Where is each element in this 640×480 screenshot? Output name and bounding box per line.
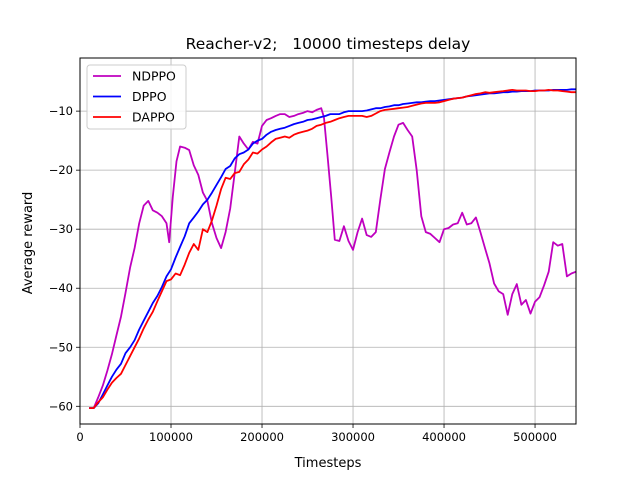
plot-frame: [79, 57, 577, 425]
y-axis-ticks: −60 −50 −40 −30 −20 −10: [49, 104, 80, 413]
y-tick-label: −10: [49, 104, 73, 118]
legend-box: [86, 64, 187, 130]
x-axis-ticks: 0 100000 200000 300000 400000 500000: [76, 424, 557, 444]
chart-title: Reacher-v2; 10000 timesteps delay: [186, 35, 471, 53]
y-tick-label: −60: [49, 399, 73, 413]
x-tick-label: 400000: [422, 430, 466, 444]
x-tick-label: 0: [76, 430, 83, 444]
x-tick-label: 100000: [149, 430, 193, 444]
y-tick-label: −30: [49, 222, 73, 236]
y-axis-label: Average reward: [21, 192, 36, 295]
x-tick-label: 200000: [240, 430, 284, 444]
x-axis-label: Timesteps: [294, 456, 362, 471]
y-tick-label: −40: [49, 281, 73, 295]
x-tick-label: 300000: [331, 430, 375, 444]
legend-label-dappo: DAPPO: [132, 110, 175, 125]
legend-label-ndppo: NDPPO: [132, 69, 176, 84]
x-tick-label: 500000: [513, 430, 557, 444]
legend-label-dppo: DPPO: [132, 89, 167, 104]
y-tick-label: −20: [49, 163, 73, 177]
series-line-ndppo: [89, 107, 576, 409]
y-tick-label: −50: [49, 340, 73, 354]
legend: NDPPO DPPO DAPPO: [86, 64, 187, 130]
series-layer: [89, 88, 576, 409]
series-line-dappo: [89, 89, 576, 409]
series-line-dppo: [89, 88, 576, 409]
